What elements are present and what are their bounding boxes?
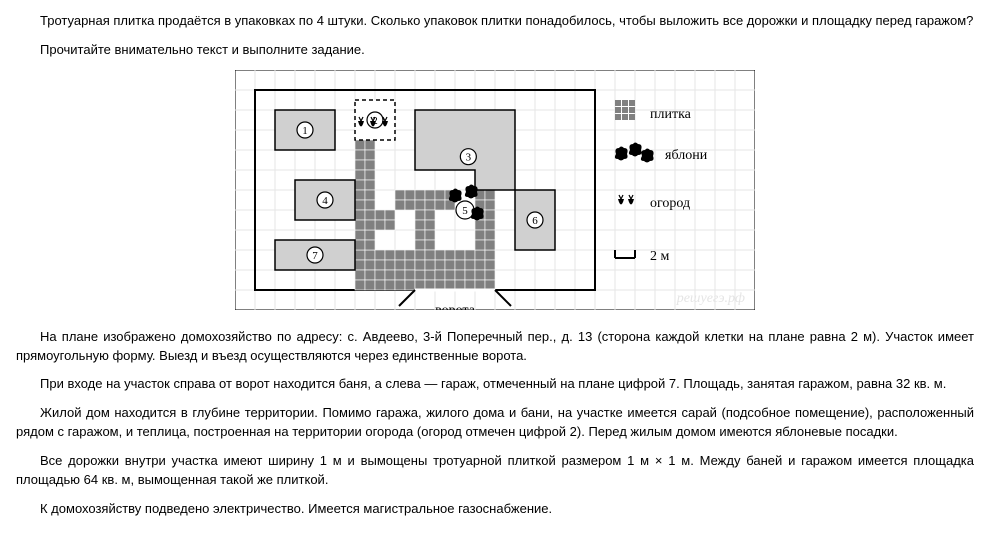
body-p1: На плане изображено домохозяйство по адр… bbox=[16, 328, 974, 366]
diagram-container: 1234567воротаплиткаяблониогород2 мрешуег… bbox=[16, 70, 974, 310]
svg-text:6: 6 bbox=[532, 215, 538, 227]
svg-text:5: 5 bbox=[462, 205, 468, 217]
instruction-text: Прочитайте внимательно текст и выполните… bbox=[16, 41, 974, 60]
svg-text:1: 1 bbox=[302, 125, 308, 137]
svg-text:огород: огород bbox=[650, 196, 690, 211]
question-text: Тротуарная плитка продаётся в упаковках … bbox=[16, 12, 974, 31]
svg-text:4: 4 bbox=[322, 195, 328, 207]
body-p3: Жилой дом находится в глубине территории… bbox=[16, 404, 974, 442]
body-p2: При входе на участок справа от ворот нах… bbox=[16, 375, 974, 394]
svg-text:яблони: яблони bbox=[665, 148, 708, 163]
plan-diagram: 1234567воротаплиткаяблониогород2 мрешуег… bbox=[235, 70, 755, 310]
svg-text:2 м: 2 м bbox=[650, 249, 670, 264]
body-p5: К домохозяйству подведено электричество.… bbox=[16, 500, 974, 519]
svg-text:7: 7 bbox=[312, 250, 318, 262]
svg-text:решуегэ.рф: решуегэ.рф bbox=[676, 291, 745, 306]
svg-text:3: 3 bbox=[466, 151, 472, 163]
body-p4: Все дорожки внутри участка имеют ширину … bbox=[16, 452, 974, 490]
svg-text:плитка: плитка bbox=[650, 107, 692, 122]
svg-text:ворота: ворота bbox=[435, 303, 476, 310]
